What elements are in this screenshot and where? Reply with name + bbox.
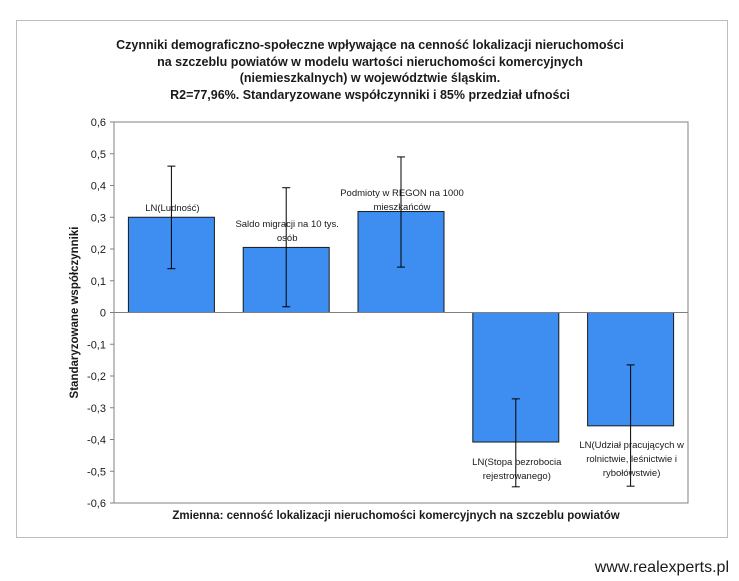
y-tick-label: -0,2 [87,371,106,383]
bar-data-label: rolnictwie, leśnictwie i [586,454,677,465]
y-tick-label: 0,4 [91,181,106,193]
y-tick-label: 0,2 [91,244,106,256]
y-tick-label: 0,5 [91,149,106,161]
y-tick-label: 0,1 [91,276,106,288]
bar-data-label: Podmioty w REGON na 1000 [340,188,464,199]
site-brand: www.realexperts.pl [594,559,729,576]
y-tick-label: -0,4 [87,435,106,447]
bar-data-label: Saldo migracji na 10 tys. [235,219,339,230]
y-tick-label: -0,5 [87,466,106,478]
y-tick-label: 0,6 [91,117,106,129]
bar-data-label: mieszkańców [373,202,430,213]
chart-title: Czynniki demograficzno-społeczne wpływaj… [70,37,670,103]
y-tick-label: -0,6 [87,498,106,510]
chart-title-line: Czynniki demograficzno-społeczne wpływaj… [116,38,624,52]
chart-title-line: (niemieszkalnych) w województwie śląskim… [239,71,501,85]
y-tick-label: -0,1 [87,339,106,351]
y-axis-title: Standaryzowane współczynniki [69,227,81,399]
bar-data-label: LN(Udział pracujących w [579,440,684,451]
y-tick-label: -0,3 [87,403,106,415]
bar-data-label: rybołówstwie) [603,468,661,479]
bar-data-label: rejestrowanego) [483,471,551,482]
bar-data-label: LN(Stopa bezrobocia [472,457,562,468]
bar-data-label: LN(Ludność) [145,203,199,214]
chart-title-line: R2=77,96%. Standaryzowane współczynniki … [170,87,570,102]
bar-data-label: osób [277,233,298,244]
y-tick-label: 0 [100,308,106,320]
chart-title-line: na szczeblu powiatów w modelu wartości n… [157,54,583,69]
x-axis-title: Zmienna: cenność lokalizacji nieruchomoś… [172,510,619,522]
y-tick-label: 0,3 [91,212,106,224]
